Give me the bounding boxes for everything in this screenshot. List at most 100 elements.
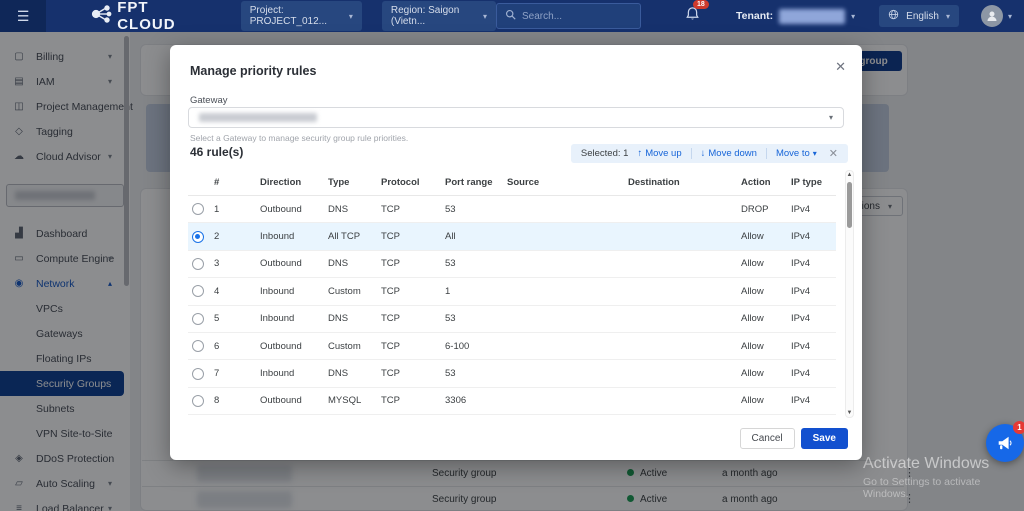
rule-radio[interactable] — [192, 285, 204, 298]
cell-ip: IPv4 — [791, 231, 811, 243]
rule-radio[interactable] — [192, 394, 204, 407]
save-button[interactable]: Save — [800, 428, 848, 449]
sidebar-item-ddos-protection[interactable]: ◈ DDoS Protection — [0, 446, 124, 471]
modal-title: Manage priority rules — [190, 64, 317, 78]
language-selector[interactable]: English ▾ — [879, 5, 959, 27]
sidebar-item-vpcs[interactable]: VPCs — [0, 296, 124, 321]
sidebar-item-label: Compute Engine — [36, 252, 115, 265]
move-down-button[interactable]: ↓ Move down — [700, 148, 757, 159]
gateway-select[interactable]: ▾ — [188, 107, 844, 128]
move-up-button[interactable]: ↑ Move up — [637, 148, 682, 159]
scroll-up-icon[interactable]: ▲ — [846, 172, 853, 178]
sg-updated: a month ago — [722, 494, 778, 505]
notifications-button[interactable]: 18 — [685, 0, 709, 27]
rules-table-scrollbar[interactable]: ▲ ▼ — [845, 170, 854, 418]
rule-radio[interactable] — [192, 257, 204, 270]
cell-num: 7 — [214, 368, 220, 380]
cell-protocol: TCP — [381, 340, 400, 352]
project-selector-label: Project: PROJECT_012... — [249, 5, 328, 27]
billing-icon: ▢ — [14, 51, 24, 62]
scrollbar-thumb[interactable] — [847, 182, 852, 228]
sidebar: ▢ Billing ▾ ▤ IAM ▾ ◫ Project Management ◇ Taggin… — [0, 32, 133, 511]
rule-radio[interactable] — [192, 367, 204, 380]
sidebar-item-tagging[interactable]: ◇ Tagging — [0, 119, 124, 144]
cell-port: 53 — [445, 258, 456, 270]
sidebar-item-vpn-site-to-site[interactable]: VPN Site-to-Site — [0, 421, 124, 446]
rule-radio[interactable] — [192, 203, 204, 216]
close-icon[interactable]: ✕ — [835, 59, 846, 74]
row-menu-icon[interactable]: ⋮ — [904, 467, 915, 479]
rule-radio-checked[interactable] — [192, 230, 204, 243]
fpt-cloud-logo: FPT CLOUD — [90, 0, 191, 33]
cell-num: 2 — [214, 231, 220, 243]
sidebar-item-network[interactable]: ◉ Network ▴ — [0, 271, 124, 296]
project-selector[interactable]: Project: PROJECT_012... ▾ — [240, 1, 362, 31]
cell-direction: Outbound — [260, 258, 302, 270]
rule-row-5[interactable]: 5 Inbound DNS TCP 53 Allow IPv4 — [188, 306, 836, 333]
cell-action: Allow — [741, 313, 764, 325]
region-selector[interactable]: Region: Saigon (Vietn... ▾ — [381, 1, 497, 31]
tenant-selector[interactable]: Tenant: ▾ — [736, 8, 855, 24]
row-menu-icon[interactable]: ⋮ — [904, 493, 915, 505]
rule-row-4[interactable]: 4 Inbound Custom TCP 1 Allow IPv4 — [188, 278, 836, 306]
cell-ip: IPv4 — [791, 340, 811, 352]
ddos-protection-icon: ◈ — [15, 453, 23, 464]
sidebar-item-label: Cloud Advisor — [36, 150, 101, 163]
sidebar-item-cloud-advisor[interactable]: ☁ Cloud Advisor ▾ — [0, 144, 124, 169]
load-balancer-icon: ≡ — [16, 503, 22, 511]
scroll-down-icon[interactable]: ▼ — [846, 410, 853, 416]
selected-count: Selected: 1 — [580, 148, 629, 159]
megaphone-icon — [998, 436, 1012, 450]
sidebar-item-label: Security Groups — [36, 377, 112, 390]
cloud-advisor-icon: ☁ — [14, 151, 24, 162]
rule-row-2[interactable]: 2 Inbound All TCP TCP All Allow IPv4 — [188, 223, 836, 251]
cell-ip: IPv4 — [791, 313, 811, 325]
sidebar-item-compute-engine[interactable]: ▭ Compute Engine ▾ — [0, 246, 124, 271]
cell-port: 1 — [445, 285, 451, 297]
sidebar-item-project-management[interactable]: ◫ Project Management — [0, 94, 133, 119]
rule-row-3[interactable]: 3 Outbound DNS TCP 53 Allow IPv4 — [188, 251, 836, 279]
rule-row-6[interactable]: 6 Outbound Custom TCP 6-100 Allow IPv4 — [188, 333, 836, 361]
rule-row-7[interactable]: 7 Inbound DNS TCP 53 Allow IPv4 — [188, 360, 836, 388]
search-input[interactable] — [522, 10, 633, 22]
sidebar-item-label: IAM — [36, 75, 55, 88]
sidebar-scrollbar[interactable] — [124, 36, 129, 286]
sidebar-item-subnets[interactable]: Subnets — [0, 396, 124, 421]
iam-icon: ▤ — [14, 76, 24, 87]
cell-type: DNS — [328, 258, 349, 270]
modal-footer: Cancel Save — [739, 428, 848, 449]
sidebar-item-label: VPCs — [36, 302, 63, 315]
clear-selection-icon[interactable]: ✕ — [828, 148, 838, 160]
column-header-destination: Destination — [628, 177, 680, 188]
sidebar-item-security-groups[interactable]: Security Groups — [0, 371, 124, 396]
sidebar-item-dashboard[interactable]: ▟ Dashboard — [0, 221, 124, 246]
rule-row-8[interactable]: 8 Outbound MYSQL TCP 3306 Allow IPv4 — [188, 388, 836, 416]
sidebar-vpc-selector[interactable] — [6, 184, 124, 207]
chevron-down-icon: ▾ — [107, 52, 112, 61]
rule-row-1[interactable]: 1 Outbound DNS TCP 53 DROP IPv4 — [188, 196, 836, 224]
rule-radio[interactable] — [192, 340, 204, 353]
sidebar-item-load-balancer[interactable]: ≡ Load Balancer ▾ — [0, 496, 124, 511]
cell-direction: Inbound — [260, 285, 295, 297]
sidebar-item-floating-ips[interactable]: Floating IPs — [0, 346, 124, 371]
chevron-up-icon: ▴ — [107, 279, 112, 288]
sidebar-item-label: Network — [36, 277, 75, 290]
sidebar-item-gateways[interactable]: Gateways — [0, 321, 124, 346]
language-label: English — [906, 10, 939, 22]
gateway-helper-text: Select a Gateway to manage security grou… — [190, 133, 409, 143]
move-to-button[interactable]: Move to ▾ — [775, 148, 817, 159]
tenant-label: Tenant: — [736, 10, 774, 22]
cell-type: MYSQL — [328, 395, 362, 407]
background-security-group-row: Security group Active a month ago ⋮ — [142, 486, 915, 511]
cell-direction: Outbound — [260, 203, 302, 215]
sidebar-item-iam[interactable]: ▤ IAM ▾ — [0, 69, 124, 94]
global-search[interactable] — [496, 3, 642, 29]
hamburger-menu-icon[interactable]: ☰ — [0, 0, 47, 32]
user-menu[interactable]: ▾ — [981, 5, 1012, 27]
rule-radio[interactable] — [192, 312, 204, 325]
sidebar-item-billing[interactable]: ▢ Billing ▾ — [0, 44, 124, 69]
cell-direction: Inbound — [260, 231, 295, 243]
cancel-button[interactable]: Cancel — [739, 428, 795, 449]
sidebar-item-auto-scaling[interactable]: ▱ Auto Scaling ▾ — [0, 471, 124, 496]
cell-action: Allow — [741, 395, 764, 407]
